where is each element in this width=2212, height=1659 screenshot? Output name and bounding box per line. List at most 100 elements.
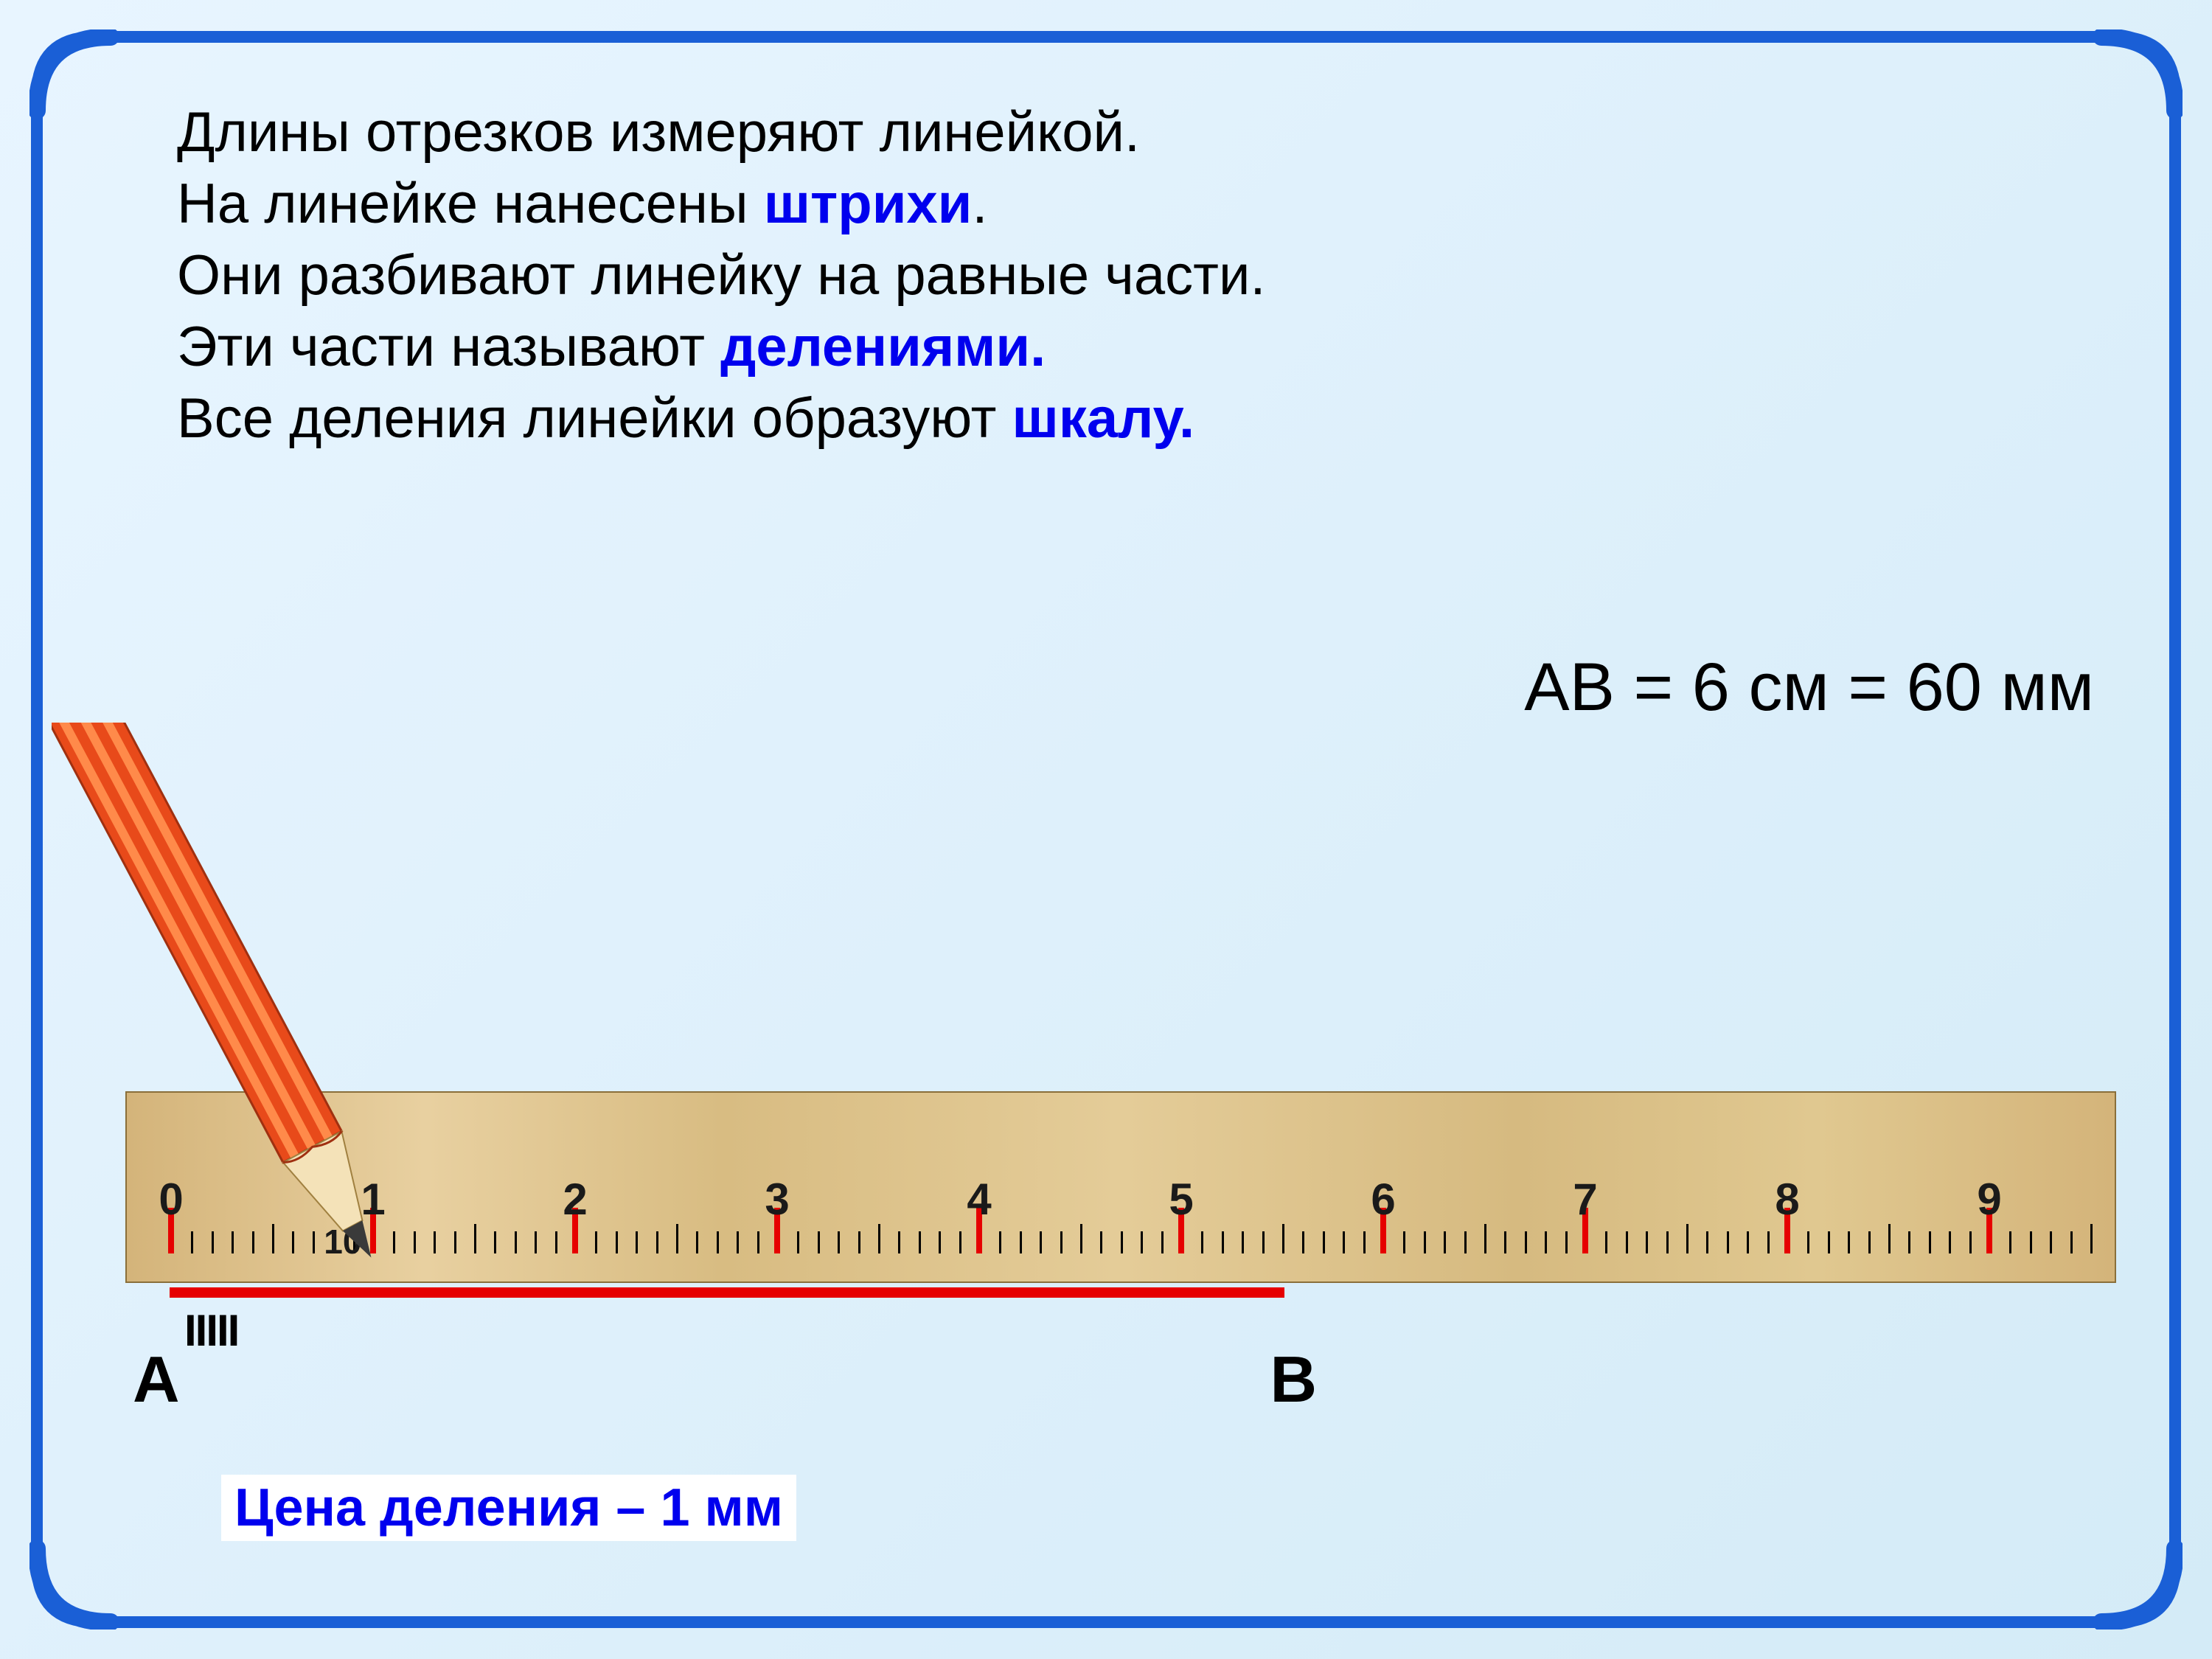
minor-tick <box>515 1231 517 1253</box>
minor-tick <box>2090 1224 2093 1253</box>
line1: Длины отрезков измеряют линейкой. <box>177 101 1140 164</box>
minor-tick <box>1080 1224 1082 1253</box>
equation: АВ = 6 см = 60 мм <box>1524 649 2094 726</box>
minor-tick <box>939 1231 941 1253</box>
minor-tick <box>1222 1231 1224 1253</box>
minor-tick <box>1403 1231 1405 1253</box>
minor-tick <box>1706 1231 1708 1253</box>
minor-tick <box>959 1231 961 1253</box>
line2c: . <box>972 173 987 235</box>
point-label-A: А <box>133 1342 180 1417</box>
line4a: Эти части называют <box>177 316 720 378</box>
ruler-body: 012345678910 <box>125 1091 2116 1283</box>
ruler-number: 0 <box>159 1174 183 1225</box>
ruler-number: 7 <box>1573 1174 1597 1225</box>
minor-tick <box>1807 1231 1809 1253</box>
minor-tick <box>1121 1231 1123 1253</box>
line2b: штрихи <box>764 173 973 235</box>
minor-tick <box>999 1231 1001 1253</box>
minor-tick <box>1323 1231 1325 1253</box>
minor-tick <box>1949 1231 1951 1253</box>
minor-tick <box>393 1231 395 1253</box>
minor-tick <box>717 1231 719 1253</box>
line4b: делениями. <box>720 316 1046 378</box>
minor-tick <box>1626 1231 1628 1253</box>
minor-tick <box>555 1231 557 1253</box>
minor-tick <box>1908 1231 1910 1253</box>
minor-tick <box>1727 1231 1729 1253</box>
ruler: 012345678910 <box>125 1091 2116 1283</box>
line5a: Все деления линейки образуют <box>177 387 1012 450</box>
minor-tick <box>494 1231 496 1253</box>
ruler-number: 4 <box>967 1174 991 1225</box>
ruler-number-extra: 10 <box>324 1222 361 1262</box>
minor-tick <box>2070 1231 2073 1253</box>
minor-tick <box>1363 1231 1366 1253</box>
minor-tick <box>252 1231 254 1253</box>
ruler-number: 9 <box>1977 1174 2001 1225</box>
minor-tick <box>1242 1231 1244 1253</box>
minor-tick <box>2030 1231 2032 1253</box>
ruler-number: 5 <box>1169 1174 1193 1225</box>
minor-tick <box>1302 1231 1304 1253</box>
line2a: На линейке нанесены <box>177 173 764 235</box>
minor-tick <box>292 1231 294 1253</box>
minor-tick <box>313 1231 315 1253</box>
minor-tick <box>1444 1231 1446 1253</box>
minor-tick <box>1424 1231 1426 1253</box>
minor-tick <box>1161 1231 1164 1253</box>
minor-tick <box>2009 1231 2011 1253</box>
minor-tick <box>1646 1231 1648 1253</box>
minor-tick <box>656 1231 658 1253</box>
minor-tick <box>272 1224 274 1253</box>
minor-tick <box>1828 1231 1830 1253</box>
minor-tick <box>1141 1231 1143 1253</box>
minor-tick <box>1100 1231 1102 1253</box>
minor-tick <box>1040 1231 1042 1253</box>
line3: Они разбивают линейку на равные части. <box>177 244 1266 307</box>
division-price: Цена деления – 1 мм <box>221 1475 796 1541</box>
minor-tick <box>1282 1224 1284 1253</box>
minor-tick <box>898 1231 900 1253</box>
minor-tick <box>858 1231 860 1253</box>
minor-tick <box>1888 1224 1891 1253</box>
minor-tick <box>414 1231 416 1253</box>
ruler-number: 6 <box>1371 1174 1395 1225</box>
minor-tick <box>818 1231 820 1253</box>
minor-tick <box>1060 1231 1062 1253</box>
minor-tick <box>2050 1231 2052 1253</box>
minor-tick <box>636 1231 638 1253</box>
minor-tick <box>1343 1231 1345 1253</box>
extra-ticks: IIIII <box>184 1305 238 1356</box>
minor-tick <box>797 1231 799 1253</box>
minor-tick <box>1747 1231 1749 1253</box>
ruler-number: 2 <box>563 1174 587 1225</box>
minor-tick <box>595 1231 597 1253</box>
minor-tick <box>454 1231 456 1253</box>
minor-tick <box>757 1231 759 1253</box>
minor-tick <box>1686 1224 1688 1253</box>
minor-tick <box>232 1231 234 1253</box>
minor-tick <box>1484 1224 1486 1253</box>
minor-tick <box>1848 1231 1850 1253</box>
minor-tick <box>1525 1231 1527 1253</box>
minor-tick <box>1868 1231 1871 1253</box>
minor-tick <box>878 1224 880 1253</box>
minor-tick <box>1201 1231 1203 1253</box>
line5b: шкалу. <box>1012 387 1195 450</box>
ruler-number: 8 <box>1775 1174 1799 1225</box>
minor-tick <box>1565 1231 1568 1253</box>
explanation-text: Длины отрезков измеряют линейкой. На лин… <box>177 96 1266 455</box>
minor-tick <box>919 1231 921 1253</box>
minor-tick <box>1545 1231 1547 1253</box>
minor-tick <box>1767 1231 1770 1253</box>
minor-tick <box>696 1231 698 1253</box>
minor-tick <box>191 1231 193 1253</box>
minor-tick <box>1464 1231 1467 1253</box>
minor-tick <box>1666 1231 1669 1253</box>
minor-tick <box>1929 1231 1931 1253</box>
minor-tick <box>474 1224 476 1253</box>
ruler-number: 3 <box>765 1174 789 1225</box>
minor-tick <box>1504 1231 1506 1253</box>
point-label-B: В <box>1270 1342 1317 1417</box>
